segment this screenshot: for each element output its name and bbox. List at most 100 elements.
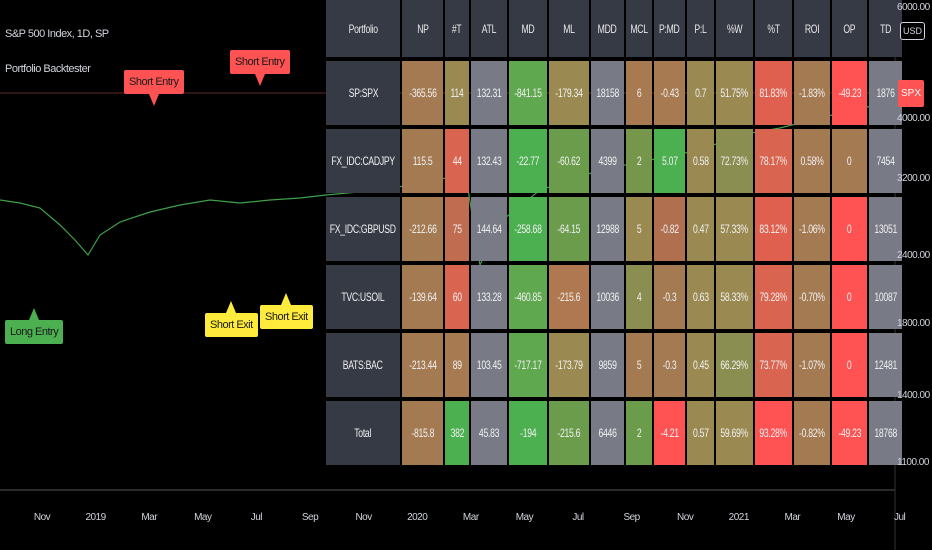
table-cell-text: 4399	[598, 154, 617, 168]
short-exit-label: Short Exit	[205, 301, 258, 337]
header-portfolio: Portfolio	[326, 0, 400, 57]
table-cell: 58.33%	[716, 265, 753, 329]
header-ml: ML	[549, 0, 589, 57]
table-cell: 12988	[591, 197, 624, 261]
table-cell-text: 6	[636, 86, 642, 100]
table-cell: 83.12%	[755, 197, 792, 261]
table-cell-text: -365.56	[408, 86, 437, 100]
table-cell-text: 93.28%	[759, 426, 788, 440]
table-cell: 89	[445, 333, 469, 397]
table-cell: 2	[626, 129, 652, 193]
table-cell: 132.31	[471, 61, 507, 125]
table-cell: 18768	[869, 401, 902, 465]
table-cell: 0	[832, 129, 867, 193]
table-cell: -212.66	[402, 197, 443, 261]
table-cell-text: 144.64	[476, 222, 502, 236]
table-cell-text: -213.44	[408, 358, 437, 372]
table-cell: -0.3	[654, 333, 685, 397]
table-cell: -22.77	[509, 129, 547, 193]
header-w-text: %W	[726, 21, 743, 36]
table-cell-text: 0	[847, 290, 852, 304]
table-cell-text: 382	[450, 426, 464, 440]
table-cell: 0.57	[687, 401, 714, 465]
table-cell: -64.15	[549, 197, 589, 261]
table-cell: 45.83	[471, 401, 507, 465]
table-cell-text: 44	[452, 154, 462, 168]
table-cell: 18158	[591, 61, 624, 125]
x-tick-label: Mar	[462, 512, 479, 523]
header-ml-text: ML	[563, 21, 575, 36]
table-cell-text: 12481	[874, 358, 897, 372]
header-pmd-text: P:MD	[659, 21, 680, 36]
table-cell-text: 66.29%	[720, 358, 749, 372]
table-cell-text: -0.3	[662, 290, 677, 304]
table-cell-text: 13051	[874, 222, 897, 236]
header-td: TD	[869, 0, 902, 57]
x-tick-label: Mar	[784, 512, 801, 523]
table-cell-text: 1876	[876, 86, 895, 100]
table-cell-text: -1.83%	[799, 86, 825, 100]
table-cell: 75	[445, 197, 469, 261]
table-cell-text: -215.6	[557, 290, 581, 304]
table-cell: -139.64	[402, 265, 443, 329]
x-tick-label: May	[194, 512, 212, 523]
x-tick-label: Jul	[250, 512, 263, 523]
table-cell-text: 2	[636, 426, 642, 440]
table-cell-text: 132.43	[476, 154, 502, 168]
x-tick-label: Nov	[677, 512, 694, 523]
x-tick-label: 2021	[728, 512, 750, 523]
table-cell-text: 59.69%	[720, 426, 749, 440]
y-tick-label: 1400.00	[897, 390, 930, 401]
short-entry-label: Short Entry	[124, 70, 184, 106]
table-cell: 81.83%	[755, 61, 792, 125]
row-name: Total	[326, 401, 400, 465]
table-cell-text: 79.28%	[759, 290, 788, 304]
table-cell: 79.28%	[755, 265, 792, 329]
table-cell-text: 0.47	[692, 222, 709, 236]
table-cell-text: 45.83	[478, 426, 500, 440]
table-cell: 0	[832, 333, 867, 397]
table-cell-text: 2	[636, 154, 642, 168]
x-tick-label: 2020	[407, 512, 428, 523]
portfolio-table: Portfolio NP #T ATL MD ML MDD MCL P:MD P:L %W %T ROI…	[326, 0, 902, 465]
row-name-text: FX_IDC:CADJPY	[331, 154, 395, 168]
table-cell: 0.58%	[794, 129, 830, 193]
table-cell-text: 0.58%	[800, 154, 824, 168]
table-cell-text: 5.07	[661, 154, 678, 168]
table-cell: 4399	[591, 129, 624, 193]
table-cell-text: 4	[636, 290, 642, 304]
table-cell-text: 0.57	[692, 426, 709, 440]
table-cell-text: -460.85	[514, 290, 542, 304]
table-cell: 6	[626, 61, 652, 125]
table-cell-text: -49.23	[838, 86, 861, 100]
table-cell: 382	[445, 401, 469, 465]
table-cell: -1.06%	[794, 197, 830, 261]
table-cell-text: -4.21	[660, 426, 679, 440]
table-cell-text: 0.7	[694, 86, 707, 100]
table-cell-text: 115.5	[412, 154, 433, 168]
table-cell-text: -215.6	[557, 426, 581, 440]
row-name: FX_IDC:GBPUSD	[326, 197, 400, 261]
table-cell: 0.45	[687, 333, 714, 397]
table-cell: -460.85	[509, 265, 547, 329]
currency-button[interactable]: USD	[900, 22, 926, 40]
table-cell-text: 18768	[874, 426, 897, 440]
long-entry-label: Long Entry	[5, 308, 64, 344]
table-cell-text: -64.15	[557, 222, 581, 236]
row-name-text: Total	[354, 426, 372, 440]
table-cell-text: 132.31	[476, 86, 502, 100]
table-cell: 5.07	[654, 129, 685, 193]
x-tick-label: Sep	[301, 512, 319, 523]
table-cell-text: -258.68	[514, 222, 542, 236]
table-cell: 51.75%	[716, 61, 753, 125]
table-cell: 114	[445, 61, 469, 125]
table-cell: 0	[832, 197, 867, 261]
table-cell-text: -173.79	[555, 358, 583, 372]
table-cell-text: 103.45	[476, 358, 502, 372]
x-tick-label: Nov	[33, 512, 51, 523]
indicator-title[interactable]: Portfolio Backtester	[5, 63, 91, 75]
table-cell-text: -0.82%	[799, 426, 825, 440]
table-cell: 115.5	[402, 129, 443, 193]
table-cell: -215.6	[549, 265, 589, 329]
x-tick-label: Mar	[141, 512, 158, 523]
